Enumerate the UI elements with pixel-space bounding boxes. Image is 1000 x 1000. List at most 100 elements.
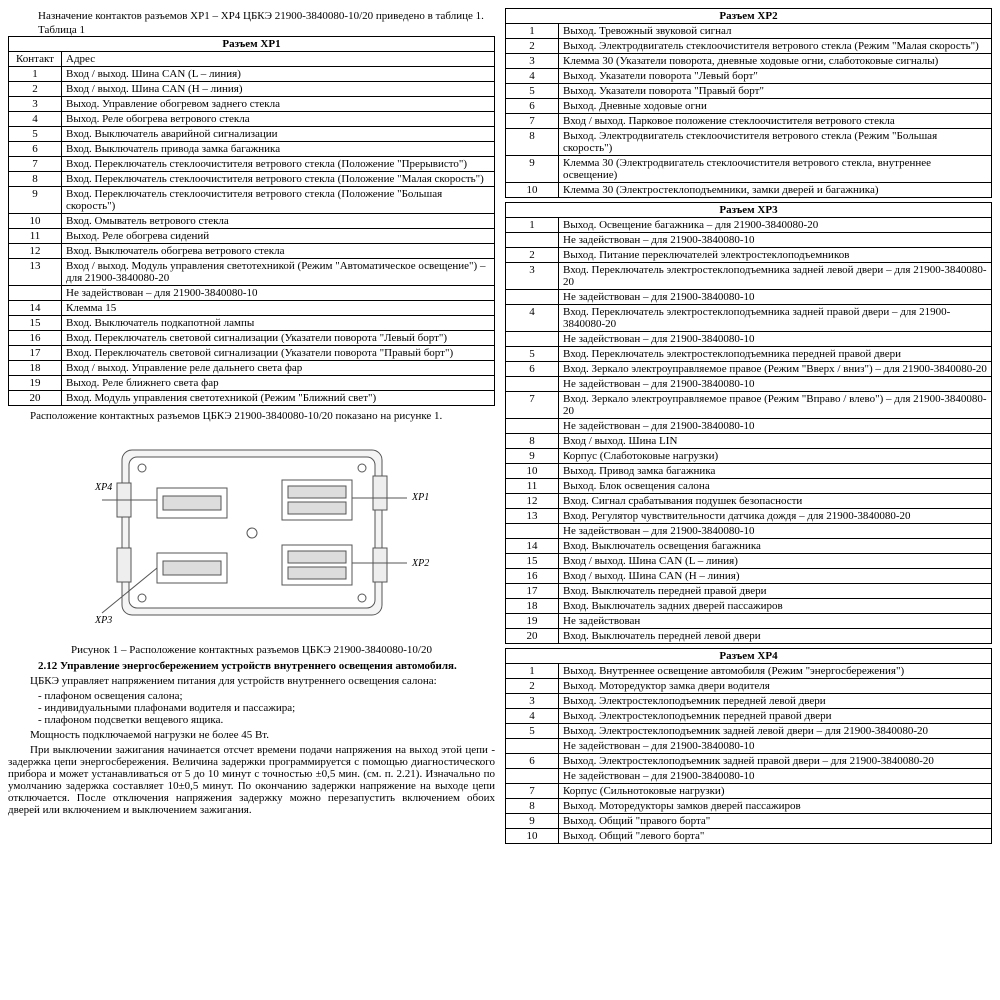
table-row: Не задействован – для 21900-3840080-10 [9, 286, 495, 301]
address-cell: Не задействован [559, 614, 992, 629]
table-row: Не задействован – для 21900-3840080-10 [506, 290, 992, 305]
address-cell: Вход. Сигнал срабатывания подушек безопа… [559, 494, 992, 509]
table-row: 16Вход / выход. Шина CAN (H – линия) [506, 569, 992, 584]
contact-cell: 14 [506, 539, 559, 554]
contact-cell: 15 [506, 554, 559, 569]
address-cell: Выход. Указатели поворота "Левый борт" [559, 69, 992, 84]
contact-cell: 18 [506, 599, 559, 614]
contact-cell: 16 [9, 331, 62, 346]
contact-cell: 2 [506, 679, 559, 694]
xp1-head-1: Адрес [62, 52, 495, 67]
table-row: 15Вход. Выключатель подкапотной лампы [9, 316, 495, 331]
xp1-title: Разъем XP1 [9, 37, 495, 52]
xp3-title: Разъем XP3 [506, 203, 992, 218]
contact-cell: 7 [9, 157, 62, 172]
table-row: 11Выход. Реле обогрева сидений [9, 229, 495, 244]
contact-cell: 13 [506, 509, 559, 524]
contact-cell: 14 [9, 301, 62, 316]
table-row: Не задействован – для 21900-3840080-10 [506, 419, 992, 434]
address-cell: Выход. Питание переключателей электросте… [559, 248, 992, 263]
contact-cell: 13 [9, 259, 62, 286]
table-row: 18Вход / выход. Управление реле дальнего… [9, 361, 495, 376]
address-cell: Не задействован – для 21900-3840080-10 [62, 286, 495, 301]
contact-cell: 5 [506, 724, 559, 739]
table-row: 18Вход. Выключатель задних дверей пассаж… [506, 599, 992, 614]
table-row: 1Выход. Внутреннее освещение автомобиля … [506, 664, 992, 679]
table-row: 8Вход / выход. Шина LIN [506, 434, 992, 449]
contact-cell: 4 [9, 112, 62, 127]
contact-cell: 5 [9, 127, 62, 142]
address-cell: Вход. Выключатель передней правой двери [559, 584, 992, 599]
address-cell: Вход / выход. Парковое положение стеклоо… [559, 114, 992, 129]
table-row: 1Выход. Тревожный звуковой сигнал [506, 24, 992, 39]
address-cell: Выход. Электродвигатель стеклоочистителя… [559, 39, 992, 54]
address-cell: Не задействован – для 21900-3840080-10 [559, 233, 992, 248]
address-cell: Вход. Зеркало электроуправляемое правое … [559, 392, 992, 419]
contact-cell: 3 [506, 694, 559, 709]
xp1-head-0: Контакт [9, 52, 62, 67]
contact-cell: 7 [506, 392, 559, 419]
table-row: 8Выход. Электродвигатель стеклоочистител… [506, 129, 992, 156]
address-cell: Клемма 30 (Электростеклоподъемники, замк… [559, 183, 992, 198]
address-cell: Выход. Электростеклоподъемник задней лев… [559, 724, 992, 739]
table-row: 14Клемма 15 [9, 301, 495, 316]
contact-cell: 12 [9, 244, 62, 259]
contact-cell: 8 [506, 799, 559, 814]
table-row: Не задействован – для 21900-3840080-10 [506, 769, 992, 784]
address-cell: Не задействован – для 21900-3840080-10 [559, 524, 992, 539]
table-row: 5Вход. Переключатель электростеклоподъем… [506, 347, 992, 362]
table-row: 5Вход. Выключатель аварийной сигнализаци… [9, 127, 495, 142]
table-row: 7Корпус (Сильнотоковые нагрузки) [506, 784, 992, 799]
xp4-title: Разъем XP4 [506, 649, 992, 664]
contact-cell [506, 377, 559, 392]
table-row: Не задействован – для 21900-3840080-10 [506, 739, 992, 754]
contact-cell [9, 286, 62, 301]
address-cell: Вход. Выключатель обогрева ветрового сте… [62, 244, 495, 259]
table-row: 2Выход. Электродвигатель стеклоочистител… [506, 39, 992, 54]
address-cell: Выход. Указатели поворота "Правый борт" [559, 84, 992, 99]
table-row: 20Вход. Выключатель передней левой двери [506, 629, 992, 644]
address-cell: Вход / выход. Шина CAN (L – линия) [62, 67, 495, 82]
address-cell: Выход. Блок освещения салона [559, 479, 992, 494]
xp4-table: Разъем XP4 1Выход. Внутреннее освещение … [505, 648, 992, 844]
address-cell: Вход. Регулятор чувствительности датчика… [559, 509, 992, 524]
contact-cell: 10 [506, 829, 559, 844]
address-cell: Выход. Электродвигатель стеклоочистителя… [559, 129, 992, 156]
contact-cell: 10 [506, 183, 559, 198]
contact-cell [506, 290, 559, 305]
address-cell: Не задействован – для 21900-3840080-10 [559, 739, 992, 754]
contact-cell [506, 524, 559, 539]
address-cell: Вход. Выключатель передней левой двери [559, 629, 992, 644]
address-cell: Корпус (Слаботоковые нагрузки) [559, 449, 992, 464]
contact-cell: 2 [9, 82, 62, 97]
contact-cell: 9 [506, 156, 559, 183]
address-cell: Вход. Зеркало электроуправляемое правое … [559, 362, 992, 377]
table-row: Не задействован – для 21900-3840080-10 [506, 524, 992, 539]
contact-cell: 1 [506, 24, 559, 39]
address-cell: Выход. Реле обогрева ветрового стекла [62, 112, 495, 127]
table-row: 11Выход. Блок освещения салона [506, 479, 992, 494]
address-cell: Выход. Внутреннее освещение автомобиля (… [559, 664, 992, 679]
contact-cell: 3 [506, 263, 559, 290]
table-row: 10Выход. Общий "левого борта" [506, 829, 992, 844]
address-cell: Выход. Тревожный звуковой сигнал [559, 24, 992, 39]
table-row: 15Вход / выход. Шина CAN (L – линия) [506, 554, 992, 569]
contact-cell: 6 [9, 142, 62, 157]
bullet-3: - плафоном подсветки вещевого ящика. [38, 714, 495, 726]
table-row: 4Выход. Реле обогрева ветрового стекла [9, 112, 495, 127]
table-row: 13Вход / выход. Модуль управления светот… [9, 259, 495, 286]
address-cell: Выход. Освещение багажника – для 21900-3… [559, 218, 992, 233]
table-row: 1Вход / выход. Шина CAN (L – линия) [9, 67, 495, 82]
contact-cell: 11 [9, 229, 62, 244]
address-cell: Вход / выход. Шина CAN (L – линия) [559, 554, 992, 569]
address-cell: Не задействован – для 21900-3840080-10 [559, 290, 992, 305]
table-row: 12Вход. Сигнал срабатывания подушек безо… [506, 494, 992, 509]
contact-cell [506, 769, 559, 784]
contact-cell: 3 [506, 54, 559, 69]
address-cell: Вход. Переключатель электростеклоподъемн… [559, 305, 992, 332]
p4: При выключении зажигания начинается отсч… [8, 744, 495, 816]
table-row: 10Выход. Привод замка багажника [506, 464, 992, 479]
contact-cell [506, 739, 559, 754]
address-cell: Выход. Реле обогрева сидений [62, 229, 495, 244]
address-cell: Вход. Модуль управления светотехникой (Р… [62, 391, 495, 406]
